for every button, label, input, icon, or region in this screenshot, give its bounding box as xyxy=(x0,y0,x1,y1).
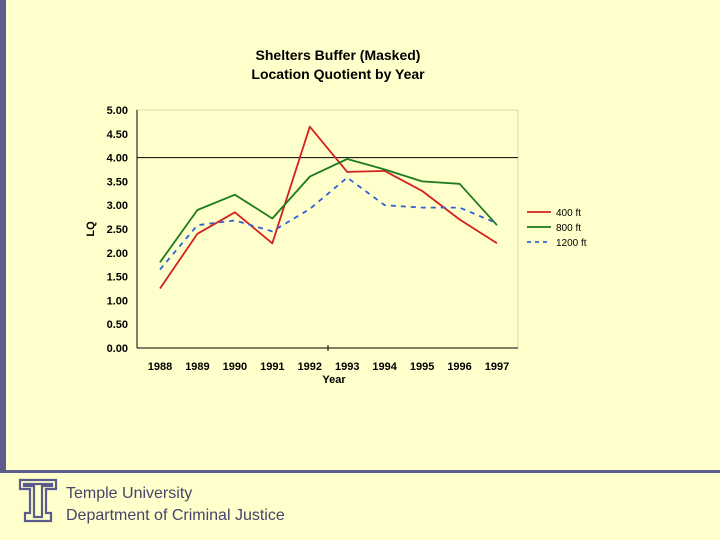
series-line-800-ft xyxy=(159,158,498,263)
line-chart: Shelters Buffer (Masked) Location Quotie… xyxy=(85,47,587,386)
x-tick-label: 1992 xyxy=(298,361,322,373)
y-tick-label: 1.00 xyxy=(107,295,128,307)
y-tick-label: 3.50 xyxy=(107,176,128,188)
x-tick-label: 1993 xyxy=(335,361,359,373)
y-tick-label: 4.00 xyxy=(107,153,128,165)
series-line-1200-ft xyxy=(159,176,498,271)
chart-title-line1: Shelters Buffer (Masked) xyxy=(256,47,421,63)
x-tick-label: 1996 xyxy=(447,361,471,373)
bottom-accent-bar xyxy=(0,470,720,473)
y-tick-label: 4.50 xyxy=(107,129,128,141)
legend-label: 1200 ft xyxy=(556,238,587,249)
y-tick-label: 2.00 xyxy=(107,248,128,260)
plot-area xyxy=(136,109,519,349)
x-tick-label: 1994 xyxy=(372,361,397,373)
x-tick-label: 1995 xyxy=(410,361,434,373)
footer-university: Temple University xyxy=(66,485,193,502)
series-line-400-ft xyxy=(159,125,498,290)
y-tick-label: 0.50 xyxy=(107,319,128,331)
y-tick-label: 3.00 xyxy=(107,200,128,212)
x-axis-label: Year xyxy=(322,374,346,386)
y-tick-label: 0.00 xyxy=(107,343,128,355)
legend-label: 400 ft xyxy=(556,208,581,219)
x-tick-label: 1991 xyxy=(260,361,284,373)
footer-department: Department of Criminal Justice xyxy=(66,507,285,524)
x-tick-label: 1997 xyxy=(485,361,509,373)
x-tick-label: 1989 xyxy=(185,361,209,373)
x-tick-labels: 1988 1989 1990 1991 1992 1993 1994 1995 1996 1997 xyxy=(148,361,509,373)
legend: 400 ft 800 ft 1200 ft xyxy=(527,208,587,249)
y-tick-label: 2.50 xyxy=(107,224,128,236)
y-axis-label: LQ xyxy=(85,221,97,237)
x-tick-label: 1988 xyxy=(148,361,172,373)
y-tick-label: 5.00 xyxy=(107,105,128,117)
series-lines xyxy=(159,125,498,290)
chart-title-line2: Location Quotient by Year xyxy=(251,66,425,82)
x-tick-label: 1990 xyxy=(223,361,247,373)
legend-label: 800 ft xyxy=(556,223,581,234)
temple-t-logo xyxy=(18,478,58,523)
y-tick-labels: 0.00 0.50 1.00 1.50 2.00 2.50 3.00 3.50 4.00 4.50… xyxy=(107,105,128,355)
left-accent-bar xyxy=(0,0,6,470)
y-tick-label: 1.50 xyxy=(107,272,128,284)
